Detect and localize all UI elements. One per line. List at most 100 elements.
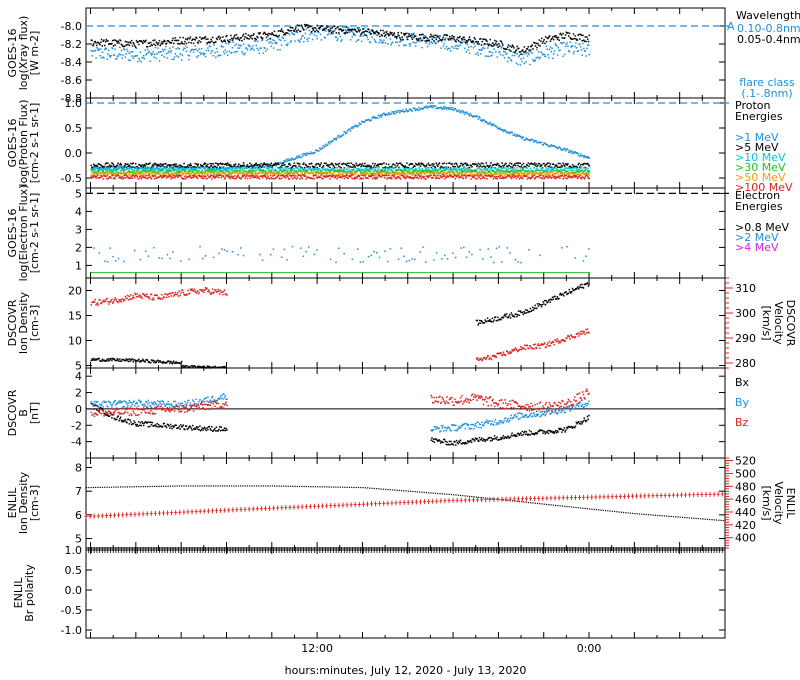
series-point <box>99 44 101 46</box>
series-point <box>383 33 385 35</box>
series-point <box>372 163 374 165</box>
series-point <box>209 167 211 169</box>
series-point <box>572 45 574 47</box>
series-point <box>417 178 419 180</box>
series-point <box>144 164 146 166</box>
series-point <box>138 44 140 46</box>
series-point <box>548 57 550 59</box>
series-point <box>99 55 101 57</box>
series-point <box>522 170 524 172</box>
series-point <box>171 167 173 169</box>
series-point <box>449 36 451 38</box>
series-point <box>275 165 277 167</box>
series-point <box>429 41 431 43</box>
series-point <box>157 47 159 49</box>
series-point <box>589 171 591 173</box>
series-point <box>267 174 269 176</box>
series-point <box>236 171 238 173</box>
series-point <box>437 36 439 38</box>
series-point <box>196 163 198 165</box>
series-point <box>469 167 471 169</box>
series-point <box>189 38 191 40</box>
series-point <box>342 173 344 175</box>
series-point <box>271 171 273 173</box>
series-point <box>150 167 152 169</box>
series-point <box>124 175 126 177</box>
series-point <box>501 168 503 170</box>
series-point <box>402 39 404 41</box>
series-point <box>168 173 170 175</box>
series-point <box>273 34 275 36</box>
series-point <box>374 163 376 165</box>
series-point <box>498 169 500 171</box>
series-point <box>174 163 176 165</box>
series-point <box>519 54 521 56</box>
series-point <box>155 175 157 177</box>
series-point <box>419 167 421 169</box>
series-point <box>498 171 500 173</box>
series-point <box>120 40 122 42</box>
series-point <box>155 173 157 175</box>
series-point <box>526 52 528 54</box>
series-point <box>366 166 368 168</box>
series-point <box>327 26 329 28</box>
series-point <box>355 168 357 170</box>
series-point <box>380 30 382 32</box>
series-point <box>336 37 338 39</box>
series-point <box>466 42 468 44</box>
series-point <box>556 37 558 39</box>
series-point <box>229 39 231 41</box>
series-point <box>502 55 504 57</box>
series-point <box>461 168 463 170</box>
series-point <box>478 54 480 56</box>
series-point <box>260 163 262 165</box>
series-point <box>351 36 353 38</box>
series-point <box>279 49 281 51</box>
series-point <box>203 172 205 174</box>
series-point <box>390 38 392 40</box>
series-point <box>319 168 321 170</box>
series-point <box>531 52 533 54</box>
series-point <box>301 178 303 180</box>
series-point <box>160 51 162 53</box>
series-point <box>572 173 574 175</box>
series-point <box>152 40 154 42</box>
series-point <box>190 36 192 38</box>
series-point <box>443 43 445 45</box>
series-point <box>220 174 222 176</box>
series-point <box>235 51 237 53</box>
series-point <box>355 163 357 165</box>
series-point <box>432 165 434 167</box>
series-point <box>508 165 510 167</box>
series-point <box>332 140 334 142</box>
series-point <box>582 155 584 157</box>
series-point <box>190 51 192 53</box>
series-point <box>570 173 572 175</box>
series-point <box>424 176 426 178</box>
series-point <box>532 48 534 50</box>
series-point <box>268 167 270 169</box>
series-point <box>445 169 447 171</box>
series-point <box>174 171 176 173</box>
series-point <box>250 171 252 173</box>
series-point <box>589 157 591 159</box>
series-point <box>493 48 495 50</box>
series-point <box>415 175 417 177</box>
series-point <box>215 57 217 59</box>
series-point <box>542 42 544 44</box>
series-point <box>110 55 112 57</box>
series-point <box>141 164 143 166</box>
series-point <box>250 49 252 51</box>
series-point <box>581 34 583 36</box>
series-point <box>442 38 444 40</box>
series-point <box>287 158 289 160</box>
series-point <box>252 175 254 177</box>
series-point <box>125 177 127 179</box>
series-point <box>290 174 292 176</box>
series-point <box>414 176 416 178</box>
series-point <box>565 167 567 169</box>
series-point <box>564 148 566 150</box>
series-point <box>115 169 117 171</box>
series-point <box>172 177 174 179</box>
series-point <box>370 120 372 122</box>
